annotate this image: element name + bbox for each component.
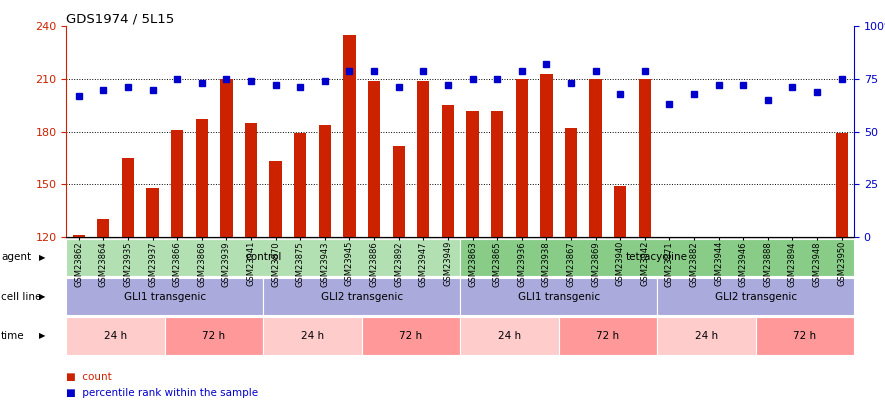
Bar <box>835 133 848 237</box>
Text: GLI1 transgenic: GLI1 transgenic <box>124 292 206 302</box>
Text: GLI1 transgenic: GLI1 transgenic <box>518 292 600 302</box>
Bar <box>737 237 750 383</box>
Bar <box>122 158 134 237</box>
Text: ■  count: ■ count <box>66 372 112 382</box>
Bar <box>245 123 258 237</box>
Bar <box>442 105 454 237</box>
Bar <box>171 130 183 237</box>
Bar <box>319 125 331 237</box>
Text: GDS1974 / 5L15: GDS1974 / 5L15 <box>66 12 174 25</box>
Bar <box>343 35 356 237</box>
Bar <box>614 186 627 237</box>
Bar <box>589 79 602 237</box>
Bar <box>565 128 577 237</box>
Text: GLI2 transgenic: GLI2 transgenic <box>714 292 796 302</box>
Bar <box>491 111 504 237</box>
Bar <box>269 162 281 237</box>
Text: time: time <box>1 331 25 341</box>
Text: 72 h: 72 h <box>399 331 422 341</box>
Text: ▶: ▶ <box>39 253 46 262</box>
Bar <box>688 237 700 390</box>
Bar <box>294 133 306 237</box>
Text: tetracycline: tetracycline <box>626 252 689 262</box>
Text: agent: agent <box>1 252 31 262</box>
Text: 24 h: 24 h <box>498 331 521 341</box>
Bar <box>540 74 552 237</box>
Text: ▶: ▶ <box>39 331 46 341</box>
Bar <box>466 111 479 237</box>
Text: ▶: ▶ <box>39 292 46 301</box>
Bar <box>811 237 823 395</box>
Bar <box>516 79 527 237</box>
Bar <box>368 81 381 237</box>
Bar <box>73 235 85 237</box>
Text: cell line: cell line <box>1 292 42 302</box>
Text: 72 h: 72 h <box>596 331 619 341</box>
Text: 72 h: 72 h <box>203 331 226 341</box>
Bar <box>417 81 429 237</box>
Text: 72 h: 72 h <box>793 331 816 341</box>
Bar <box>639 79 651 237</box>
Text: GLI2 transgenic: GLI2 transgenic <box>320 292 403 302</box>
Bar <box>97 220 110 237</box>
Bar <box>712 237 725 381</box>
Bar <box>762 237 774 405</box>
Bar <box>196 119 208 237</box>
Bar <box>663 237 675 405</box>
Bar <box>787 237 798 377</box>
Bar <box>220 79 233 237</box>
Bar <box>146 188 158 237</box>
Text: 24 h: 24 h <box>104 331 127 341</box>
Text: ■  percentile rank within the sample: ■ percentile rank within the sample <box>66 388 258 398</box>
Bar <box>393 146 404 237</box>
Text: 24 h: 24 h <box>301 331 324 341</box>
Text: 24 h: 24 h <box>695 331 718 341</box>
Text: control: control <box>245 252 281 262</box>
